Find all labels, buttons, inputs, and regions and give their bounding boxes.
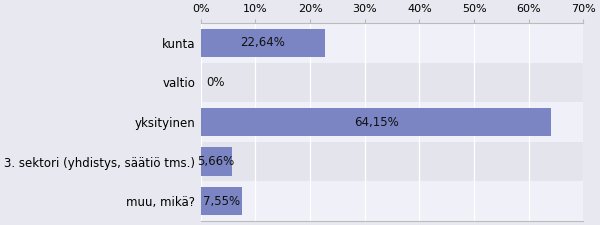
Bar	[201, 108, 551, 136]
Bar	[201, 187, 242, 215]
Bar	[201, 142, 583, 181]
Bar	[201, 63, 583, 102]
Bar	[201, 29, 325, 57]
Text: 0%: 0%	[206, 76, 224, 89]
Bar	[201, 23, 583, 63]
Bar	[201, 181, 583, 221]
Bar	[201, 147, 232, 176]
Text: 64,15%: 64,15%	[354, 115, 398, 128]
Text: 5,66%: 5,66%	[197, 155, 235, 168]
Bar	[201, 102, 583, 142]
Text: 7,55%: 7,55%	[203, 195, 240, 208]
Text: 22,64%: 22,64%	[240, 36, 285, 50]
